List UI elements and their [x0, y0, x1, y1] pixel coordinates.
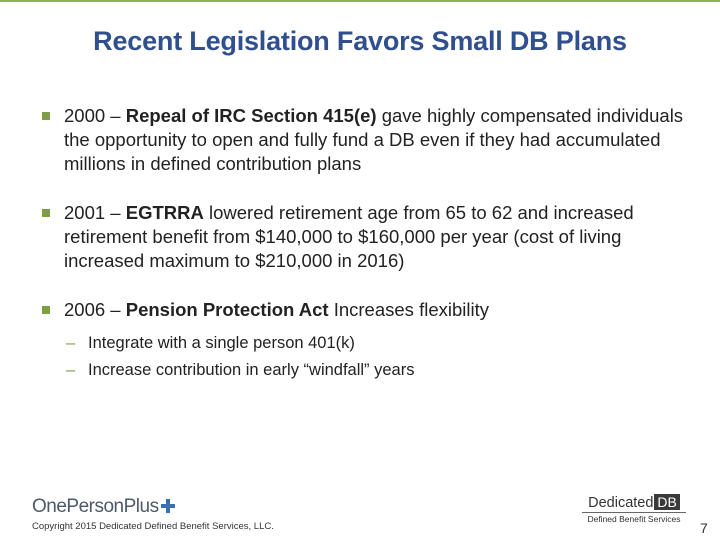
- bullet-text: lowered retirement age from 65 to 62 and…: [64, 202, 634, 271]
- bullet-year: 2001 –: [64, 202, 126, 223]
- bullet-2000: 2000 – Repeal of IRC Section 415(e) gave…: [40, 104, 700, 176]
- slide-title: Recent Legislation Favors Small DB Plans: [93, 26, 627, 56]
- sub-bullet-item: – Increase contribution in early “windfal…: [64, 357, 700, 384]
- logo-divider: [582, 512, 686, 513]
- logo-right-sub: Defined Benefit Services: [587, 514, 681, 524]
- oneperson-plus-logo: OnePersonPlus: [32, 496, 175, 518]
- bullet-law: Repeal of IRC Section 415(e): [125, 105, 377, 126]
- logo-right-badge: DB: [654, 494, 680, 510]
- sub-bullet-text: Integrate with a single person 401(k): [88, 334, 355, 352]
- bullet-law: EGTRRA: [125, 202, 204, 223]
- bullet-text: gave highly compensated individuals the …: [64, 105, 684, 174]
- bullet-year: 2000 –: [64, 105, 126, 126]
- copyright-text: Copyright 2015 Dedicated Defined Benefit…: [32, 521, 274, 532]
- sub-bullet-list: – Integrate with a single person 401(k) –…: [64, 330, 700, 384]
- logo-right-word: Dedicated: [588, 495, 654, 511]
- sub-bullet-text: Increase contribution in early “windfall…: [88, 361, 415, 379]
- square-bullet-icon: [42, 209, 50, 217]
- logo-left-text: OnePersonPlus: [32, 496, 159, 517]
- sub-bullet-item: – Integrate with a single person 401(k): [64, 330, 700, 357]
- page-number: 7: [700, 520, 708, 536]
- top-rule: [0, 0, 720, 2]
- bullet-text: Increases flexibility: [328, 299, 489, 320]
- dedicated-db-logo: Dedicated DB Defined Benefit Services: [582, 494, 686, 524]
- bullet-law: Pension Protection Act: [125, 299, 329, 320]
- bullet-list: 2000 – Repeal of IRC Section 415(e) gave…: [40, 104, 700, 409]
- plus-icon: [160, 499, 175, 513]
- dash-marker: –: [66, 334, 76, 352]
- square-bullet-icon: [42, 112, 50, 120]
- bullet-2001: 2001 – EGTRRA lowered retirement age fro…: [40, 201, 700, 273]
- square-bullet-icon: [42, 306, 50, 314]
- bullet-year: 2006 –: [64, 299, 126, 320]
- logo-right-heading: Dedicated DB: [582, 494, 686, 511]
- dash-marker: –: [66, 361, 76, 379]
- bullet-2006: 2006 – Pension Protection Act Increases …: [40, 298, 700, 384]
